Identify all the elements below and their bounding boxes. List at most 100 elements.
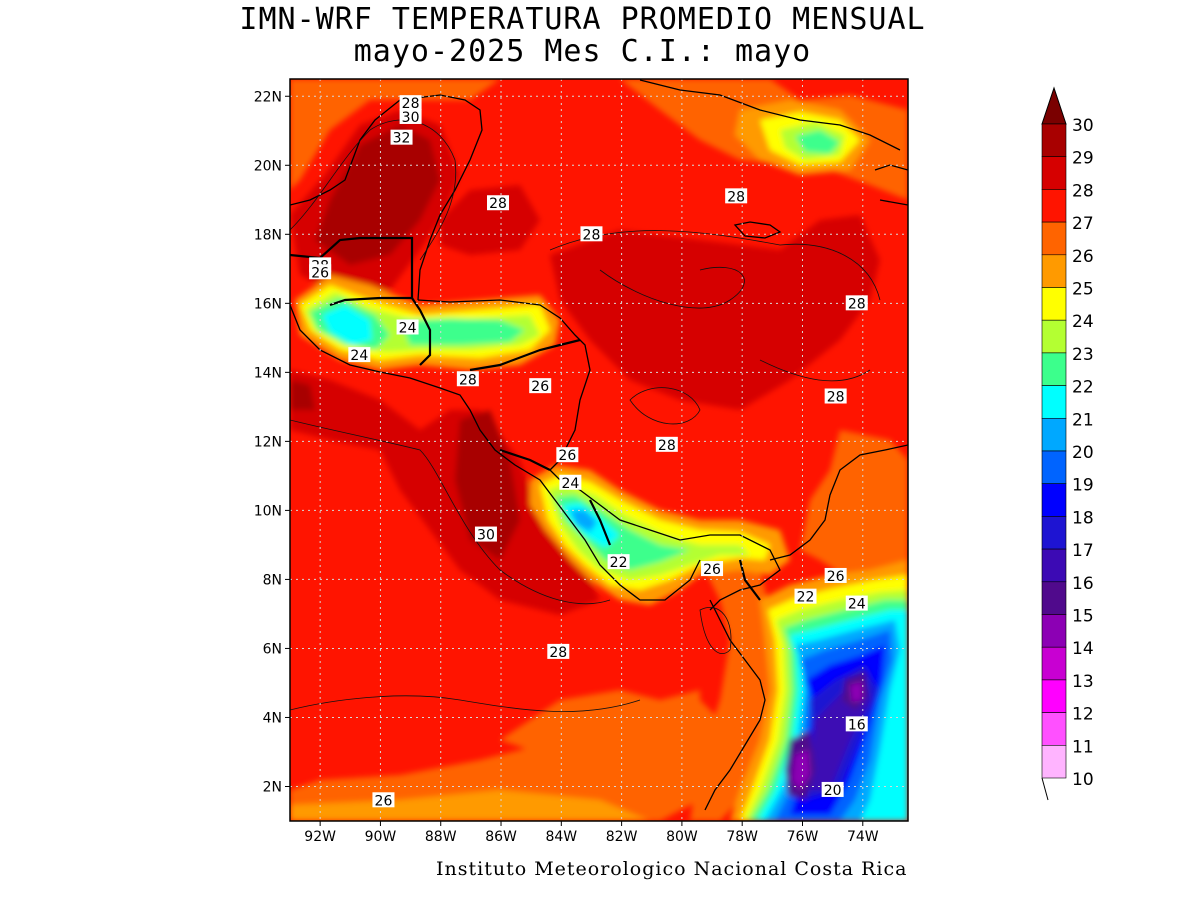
- colorbar-label: 20: [1072, 443, 1094, 463]
- jamaica-coast: [733, 221, 782, 239]
- lat-tick-label: 22N: [254, 89, 282, 105]
- contour-label-bg: [390, 129, 413, 145]
- contour-label: 28: [824, 388, 847, 406]
- contour-label: 28: [655, 436, 678, 454]
- colorbar-swatch: [1041, 679, 1067, 713]
- contour-label-bg: [309, 264, 332, 280]
- colorbar-label: 14: [1072, 639, 1094, 659]
- honduras-nicaragua-border: [469, 338, 581, 372]
- colorbar-label: 26: [1072, 247, 1094, 267]
- contour-label: 28: [456, 371, 479, 388]
- contour-label-bg: [845, 716, 868, 732]
- contour-label-bg: [701, 561, 724, 577]
- borders: [290, 236, 761, 601]
- colombia-caribbean-coast: [769, 444, 908, 561]
- colorbar-swatch: [1041, 254, 1067, 288]
- colorbar-swatch: [1041, 287, 1067, 321]
- mexico-coast: [290, 94, 483, 301]
- contour-label-text: 30: [402, 110, 420, 126]
- nicaragua-costarica-border: [499, 448, 551, 471]
- colorbar-label: 12: [1072, 705, 1094, 725]
- colorbar-label: 16: [1072, 574, 1094, 594]
- contour-label: 22: [794, 588, 817, 606]
- cuba-coast: [639, 79, 901, 151]
- lon-tick-label: 80W: [666, 829, 698, 845]
- contour-label: 22: [607, 554, 630, 571]
- credit-text: Instituto Meteorologico Nacional Costa R…: [436, 858, 908, 880]
- contour-label-text: 28: [549, 645, 567, 661]
- lon-tick-label: 92W: [304, 829, 336, 845]
- colorbar-swatch: [1041, 352, 1067, 386]
- colorbar-swatch: [1041, 417, 1067, 452]
- colorbar-label: 30: [1072, 116, 1094, 136]
- contour-label: 32: [390, 129, 413, 147]
- contour-label: 28: [399, 95, 422, 112]
- contour-label-bg: [556, 447, 579, 463]
- colorbar-swatch: [1041, 581, 1067, 615]
- contour-label-bg: [399, 108, 422, 124]
- lat-tick-label: 2N: [263, 779, 282, 795]
- contour-label-text: 28: [827, 390, 845, 406]
- colorbar-swatch: [1041, 614, 1067, 648]
- map-title: IMN-WRF TEMPERATURA PROMEDIO MENSUAL: [239, 2, 926, 37]
- lon-tick-label: 78W: [726, 829, 758, 845]
- colorbar-label: 19: [1072, 476, 1094, 496]
- lat-tick-label: 18N: [254, 227, 282, 243]
- colorbar-swatch: [1041, 319, 1067, 354]
- colorbar-label: 21: [1072, 410, 1094, 430]
- colorbar-label: 23: [1072, 345, 1094, 365]
- guatemala-honduras-border: [411, 297, 432, 366]
- contour-label-bg: [607, 554, 630, 570]
- contour-label: 28: [580, 226, 603, 243]
- contour-label-bg: [547, 643, 570, 659]
- colorbar-top-arrow: [1041, 86, 1067, 125]
- contour-label: 26: [529, 378, 552, 395]
- colorbar-swatch: [1041, 189, 1067, 223]
- colorbar-label: 24: [1072, 312, 1094, 332]
- contour-label-bg: [559, 474, 582, 490]
- contour-label: 24: [348, 347, 371, 364]
- colorbar-swatch: [1041, 744, 1067, 779]
- contour-label-text: 22: [610, 555, 628, 571]
- colorbar-swatch: [1041, 156, 1067, 190]
- contour-label: 24: [396, 319, 419, 336]
- contour-label-text: 22: [797, 590, 815, 606]
- contour-label-bg: [845, 295, 868, 311]
- colorbar-label: 22: [1072, 378, 1094, 398]
- lat-tick-label: 8N: [263, 572, 282, 588]
- contour-label-bg: [655, 436, 678, 452]
- lon-tick-label: 84W: [545, 829, 577, 845]
- colorbar-swatch: [1041, 548, 1067, 583]
- colorbar-label: 17: [1072, 541, 1094, 561]
- contour-label: 28: [487, 195, 510, 212]
- colorbar-swatch: [1041, 221, 1067, 256]
- contour-label-text: 28: [583, 227, 601, 243]
- contour-label-text: 30: [477, 528, 495, 544]
- contour-label: 16: [845, 716, 868, 733]
- colorbar-label: 25: [1072, 280, 1094, 300]
- colorbar-label: 10: [1072, 770, 1094, 790]
- colorbar-swatch: [1041, 712, 1067, 746]
- colorbar-label: 27: [1072, 214, 1094, 234]
- lon-tick-label: 82W: [606, 829, 638, 845]
- lat-tick-label: 20N: [254, 158, 282, 174]
- colorbar-label: 18: [1072, 508, 1094, 528]
- contour-label-bg: [529, 378, 552, 394]
- contour-label-text: 28: [848, 296, 866, 312]
- costarica-panama-border: [589, 499, 612, 546]
- contour-label-text: 26: [311, 265, 329, 281]
- lat-tick-label: 12N: [254, 434, 282, 450]
- contour-label-text: 26: [375, 793, 393, 809]
- contour-label-text: 24: [350, 348, 368, 364]
- colorbar-swatch: [1041, 483, 1067, 517]
- contour-label-text: 28: [402, 96, 420, 112]
- contour-label: 30: [399, 108, 422, 126]
- contour-label-text: 24: [399, 320, 417, 336]
- contour-label-text: 26: [558, 448, 576, 464]
- contour-label-bg: [824, 388, 847, 404]
- contour-label-bg: [794, 588, 817, 604]
- colorbar-label: 28: [1072, 181, 1094, 201]
- panama-coast: [549, 469, 781, 611]
- lat-tick-label: 4N: [263, 710, 282, 726]
- contour-label: 30: [474, 526, 497, 544]
